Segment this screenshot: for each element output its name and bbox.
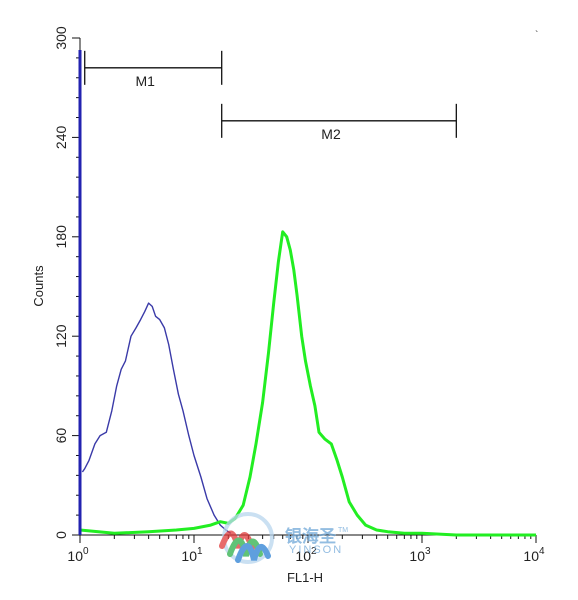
x-axis-tick-labels: 100 101 102 103 104: [67, 546, 545, 564]
series-layer: [78, 50, 536, 537]
gate-markers: M1 M2: [84, 50, 457, 142]
y-axis-title: Counts: [31, 265, 46, 307]
gate-m2-label: M2: [321, 126, 341, 142]
stray-mark: `: [535, 29, 538, 41]
x-tick-label: 101: [181, 546, 203, 564]
series-2-line: [79, 230, 536, 537]
y-tick-label: 240: [53, 126, 69, 150]
x-tick-label: 104: [523, 546, 545, 564]
x-axis-title: FL1-H: [287, 570, 323, 585]
series-1-line: [81, 302, 232, 534]
x-tick-label: 103: [409, 546, 431, 564]
x-tick-label: 100: [67, 546, 89, 564]
y-tick-label: 180: [53, 225, 69, 249]
yinhaisheng-logo-icon: [219, 512, 274, 564]
y-tick-label: 300: [53, 26, 69, 50]
y-tick-label: 60: [53, 428, 69, 444]
watermark: 银海圣 TM YINSON: [219, 512, 348, 564]
y-tick-label: 0: [53, 531, 69, 539]
gate-m1-label: M1: [135, 73, 155, 89]
y-tick-label: 120: [53, 324, 69, 348]
watermark-text-cn: 银海圣: [285, 526, 337, 546]
y-axis-tick-labels: 0 60 120 180 240 300: [53, 26, 69, 539]
watermark-trademark: TM: [338, 527, 348, 534]
watermark-text-en: YINSON: [289, 544, 343, 556]
x-tick-label: 102: [295, 546, 317, 564]
